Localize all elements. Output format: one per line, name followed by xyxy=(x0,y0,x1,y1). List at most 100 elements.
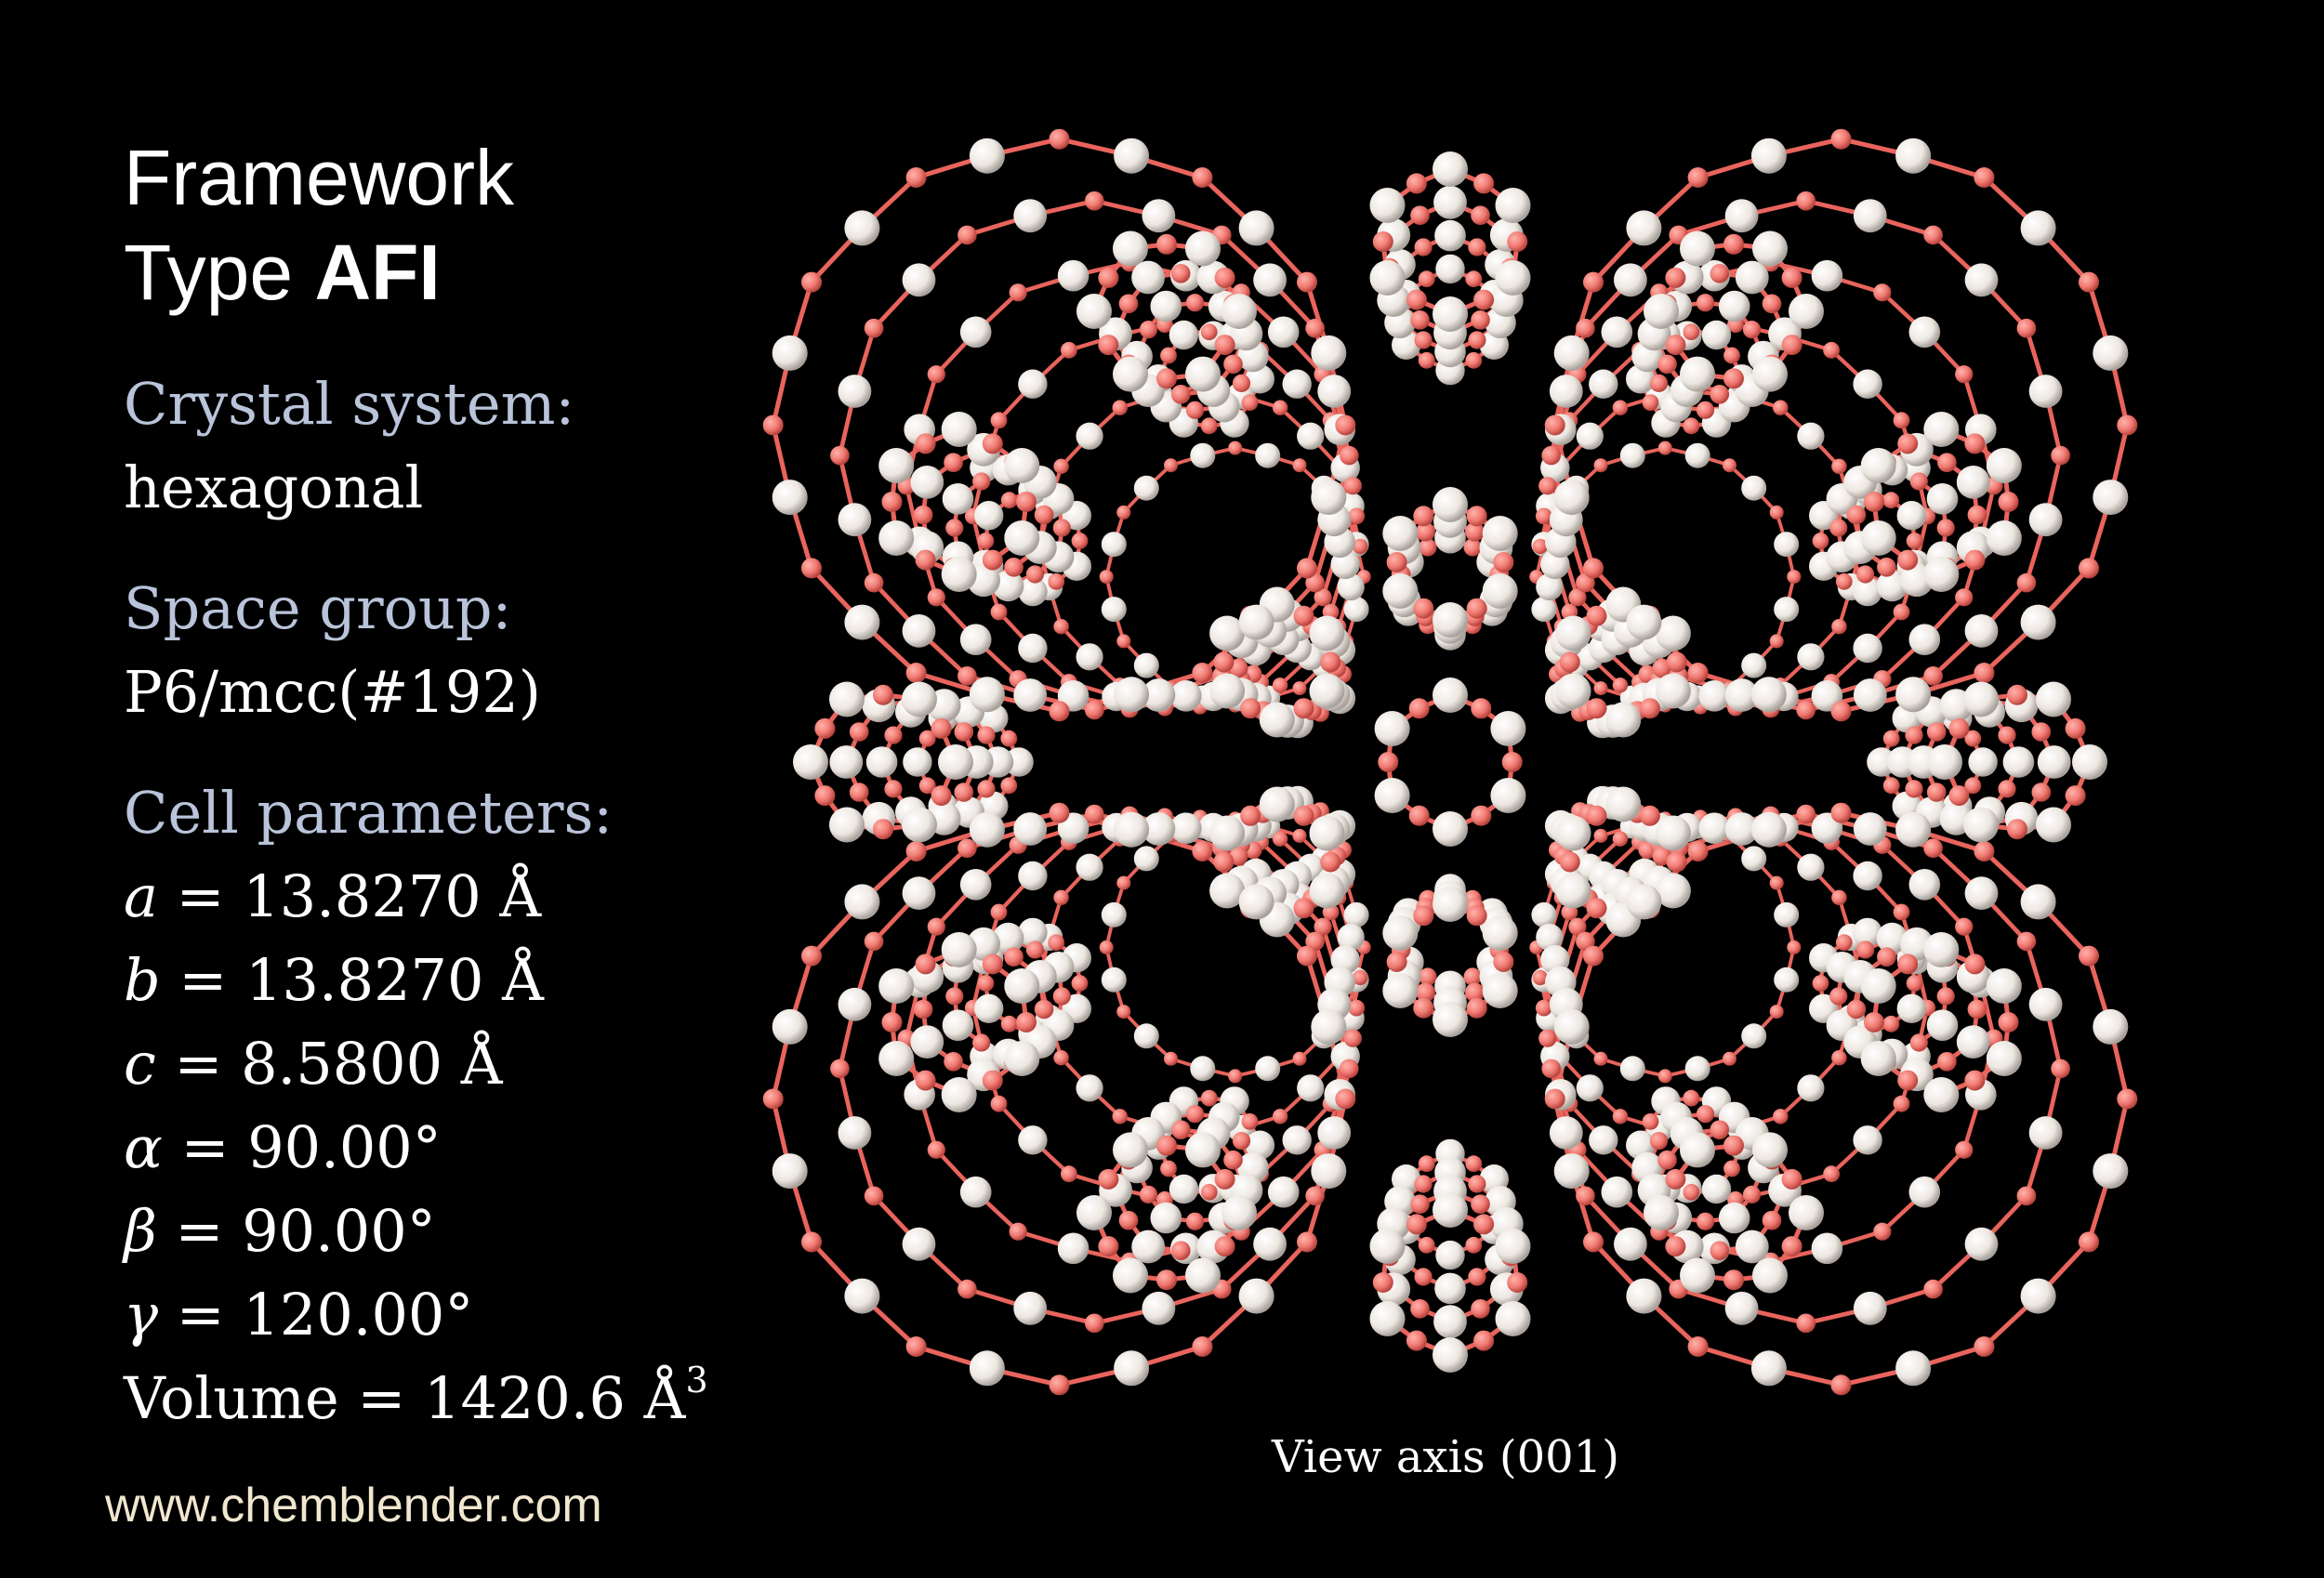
oxygen-atom xyxy=(1687,841,1709,861)
oxygen-atom xyxy=(1964,777,1982,795)
oxygen-atom xyxy=(918,730,936,747)
tetrahedral-atom xyxy=(1555,673,1591,709)
oxygen-atom xyxy=(1998,1012,2019,1032)
tetrahedral-atom xyxy=(1876,570,1908,602)
tetrahedral-atom xyxy=(1013,812,1048,846)
oxygen-atom xyxy=(1192,841,1213,861)
oxygen-atom xyxy=(1723,458,1736,473)
oxygen-atom xyxy=(1465,1236,1483,1254)
oxygen-atom xyxy=(762,414,784,436)
tetrahedral-atom xyxy=(1853,199,1887,233)
oxygen-atom xyxy=(1118,1210,1139,1230)
tetrahedral-atom xyxy=(2037,745,2071,779)
tetrahedral-atom xyxy=(1741,1023,1767,1049)
oxygen-atom xyxy=(801,1231,822,1253)
tetrahedral-atom xyxy=(1309,815,1345,851)
oxygen-atom xyxy=(1796,1313,1816,1334)
oxygen-atom xyxy=(801,558,822,579)
oxygen-atom xyxy=(1864,492,1884,512)
oxygen-atom xyxy=(1085,804,1104,824)
tetrahedral-atom xyxy=(1209,873,1246,909)
tetrahedral-atom xyxy=(1434,219,1466,252)
tetrahedral-atom xyxy=(1644,294,1679,329)
oxygen-atom xyxy=(927,1140,945,1159)
oxygen-atom xyxy=(1830,128,1852,150)
tetrahedral-atom xyxy=(1701,320,1732,350)
tetrahedral-atom xyxy=(2028,1116,2063,1150)
oxygen-atom xyxy=(801,945,822,967)
tetrahedral-atom xyxy=(1209,673,1246,709)
oxygen-atom xyxy=(1468,1175,1486,1193)
tetrahedral-atom xyxy=(1853,861,1882,891)
oxygen-atom xyxy=(1796,191,1816,211)
tetrahedral-atom xyxy=(1076,643,1103,671)
tetrahedral-atom xyxy=(1253,1227,1287,1261)
oxygen-atom xyxy=(1507,231,1528,252)
tetrahedral-atom xyxy=(1142,1291,1176,1325)
oxygen-atom xyxy=(1223,354,1243,375)
oxygen-atom xyxy=(1723,347,1740,364)
oxygen-atom xyxy=(1586,605,1607,626)
oxygen-atom xyxy=(1348,999,1366,1017)
tetrahedral-atom xyxy=(1169,1174,1199,1204)
tetrahedral-atom xyxy=(2093,480,2129,516)
tetrahedral-atom xyxy=(1684,1056,1710,1082)
oxygen-atom xyxy=(1335,414,1356,436)
title-line-1: Framework xyxy=(124,134,515,221)
tetrahedral-atom xyxy=(1076,1195,1112,1230)
oxygen-atom xyxy=(1507,1272,1528,1293)
tetrahedral-atom xyxy=(1209,815,1246,851)
oxygen-atom xyxy=(1649,374,1669,392)
tetrahedral-atom xyxy=(902,1227,936,1261)
tetrahedral-atom xyxy=(1221,1195,1257,1230)
tetrahedral-atom xyxy=(1774,597,1800,623)
oxygen-atom xyxy=(1410,310,1430,330)
tetrahedral-atom xyxy=(1555,815,1591,851)
tetrahedral-atom xyxy=(1309,615,1345,651)
oxygen-atom xyxy=(1272,400,1288,415)
oxygen-atom xyxy=(1418,1155,1435,1173)
oxygen-atom xyxy=(1823,341,1840,359)
tetrahedral-atom xyxy=(974,993,1004,1023)
oxygen-atom xyxy=(2016,318,2037,338)
tetrahedral-atom xyxy=(1382,516,1419,551)
tetrahedral-atom xyxy=(1774,967,1800,993)
oxygen-atom xyxy=(1642,1113,1659,1130)
oxygen-atom xyxy=(1936,519,1955,537)
oxygen-atom xyxy=(1639,698,1660,719)
oxygen-atom xyxy=(927,917,945,936)
param-a: a = 13.8270 Å xyxy=(124,855,541,939)
oxygen-atom xyxy=(972,1033,991,1052)
tetrahedral-atom xyxy=(1895,138,1932,174)
tetrahedral-atom xyxy=(1282,369,1312,399)
oxygen-atom xyxy=(1410,205,1430,225)
oxygen-atom xyxy=(1320,851,1341,873)
oxygen-atom xyxy=(1710,1120,1730,1139)
oxygen-atom xyxy=(1240,698,1261,719)
tetrahedral-atom xyxy=(2036,681,2071,717)
oxygen-atom xyxy=(1687,167,1709,188)
oxygen-atom xyxy=(1418,351,1435,369)
oxygen-atom xyxy=(1830,1374,1852,1396)
tetrahedral-atom xyxy=(1018,633,1048,664)
param-a-value: = 13.8270 Å xyxy=(157,862,542,930)
tetrahedral-atom xyxy=(1311,1153,1347,1190)
tetrahedral-atom xyxy=(1309,873,1345,909)
oxygen-atom xyxy=(1223,1150,1243,1170)
tetrahedral-atom xyxy=(1369,1229,1406,1264)
oxygen-atom xyxy=(1926,722,1947,742)
oxygen-atom xyxy=(2117,1088,2138,1110)
param-gamma-symbol: γ xyxy=(124,1281,159,1348)
oxygen-atom xyxy=(1781,267,1802,288)
param-beta: β = 90.00° xyxy=(124,1190,436,1273)
oxygen-atom xyxy=(1541,1059,1561,1079)
tetrahedral-atom xyxy=(1190,442,1216,468)
tetrahedral-atom xyxy=(1343,597,1369,623)
oxygen-atom xyxy=(1723,233,1744,255)
tetrahedral-atom xyxy=(1752,1132,1788,1168)
oxygen-atom xyxy=(1406,173,1427,194)
tetrahedral-atom xyxy=(1433,1192,1468,1228)
tetrahedral-atom xyxy=(1724,678,1759,712)
tetrahedral-atom xyxy=(2020,604,2056,640)
oxygen-atom xyxy=(1340,445,1359,466)
